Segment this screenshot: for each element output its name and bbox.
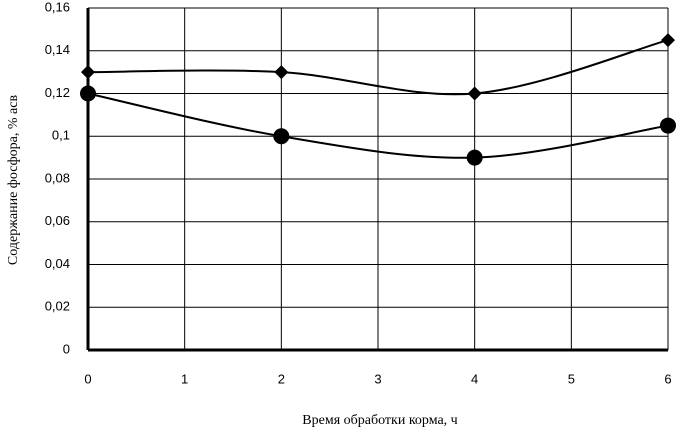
x-tick-label: 0 <box>84 371 91 386</box>
y-tick-label: 0,04 <box>45 256 70 271</box>
y-tick-label: 0,14 <box>45 42 70 57</box>
x-tick-label: 4 <box>471 371 478 386</box>
x-tick-label: 3 <box>374 371 381 386</box>
series-line <box>87 92 669 159</box>
marker <box>467 86 482 101</box>
marker <box>466 149 483 166</box>
marker <box>274 65 289 80</box>
marker <box>273 128 290 145</box>
x-axis-label: Время обработки корма, ч <box>302 413 457 428</box>
marker <box>81 65 95 80</box>
x-tick-label: 2 <box>278 371 285 386</box>
y-tick-label: 0,02 <box>45 299 70 314</box>
marker <box>660 117 676 134</box>
x-tick-label: 6 <box>664 371 671 386</box>
y-tick-label: 0,1 <box>52 128 70 143</box>
y-tick-label: 0,08 <box>45 170 70 185</box>
series-line <box>87 39 669 96</box>
y-tick-label: 0 <box>63 341 70 356</box>
x-tick-label: 5 <box>568 371 575 386</box>
marker <box>80 85 96 102</box>
x-tick-label: 1 <box>181 371 188 386</box>
y-tick-label: 0,06 <box>45 213 70 228</box>
y-tick-label: 0,16 <box>45 0 70 14</box>
y-axis-label: Содержание фосфора, % асв <box>6 95 21 266</box>
y-tick-label: 0,12 <box>45 85 70 100</box>
marker <box>661 33 675 48</box>
